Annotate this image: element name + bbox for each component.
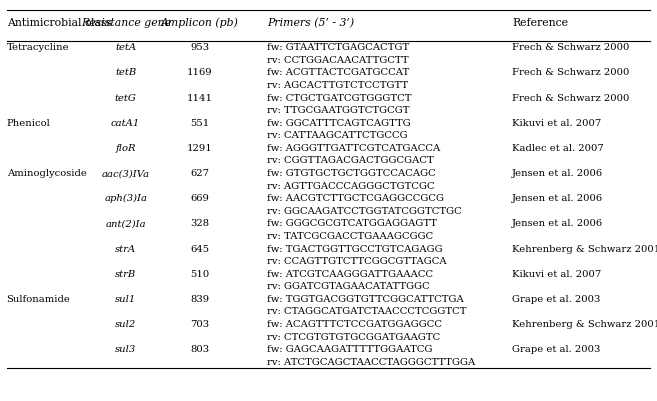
Text: Sulfonamide: Sulfonamide [7,295,70,304]
Text: Jensen et al. 2006: Jensen et al. 2006 [512,169,603,178]
Text: Primers (5’ - 3’): Primers (5’ - 3’) [267,18,355,28]
Text: fw: GGGCGCGTCATGGAGGAGTT: fw: GGGCGCGTCATGGAGGAGTT [267,219,438,228]
Text: rv: CCAGTTGTCTTCGGCGTTAGCA: rv: CCAGTTGTCTTCGGCGTTAGCA [267,257,447,266]
Text: rv: AGTTGACCCAGGGCTGTCGC: rv: AGTTGACCCAGGGCTGTCGC [267,182,435,190]
Text: Frech & Schwarz 2000: Frech & Schwarz 2000 [512,93,629,103]
Text: fw: ATCGTCAAGGGATTGAAACC: fw: ATCGTCAAGGGATTGAAACC [267,269,434,279]
Text: tetG: tetG [115,93,137,103]
Text: fw: ACAGTTTCTCCGATGGAGGCC: fw: ACAGTTTCTCCGATGGAGGCC [267,320,442,329]
Text: 1141: 1141 [187,93,213,103]
Text: sul3: sul3 [115,345,136,354]
Text: 669: 669 [191,194,209,203]
Text: Aminoglycoside: Aminoglycoside [7,169,87,178]
Text: ant(2)Ia: ant(2)Ia [105,219,146,228]
Text: 703: 703 [190,320,210,329]
Text: tetA: tetA [115,43,136,52]
Text: sul1: sul1 [115,295,136,304]
Text: rv: CTCGTGTGTGCGGATGAAGTC: rv: CTCGTGTGTGCGGATGAAGTC [267,332,441,342]
Text: Jensen et al. 2006: Jensen et al. 2006 [512,219,603,228]
Text: rv: GGCAAGATCCTGGTATCGGTCTGC: rv: GGCAAGATCCTGGTATCGGTCTGC [267,207,462,216]
Text: Jensen et al. 2006: Jensen et al. 2006 [512,194,603,203]
Text: rv: CGGTTAGACGACTGGCGACT: rv: CGGTTAGACGACTGGCGACT [267,156,434,166]
Text: 627: 627 [191,169,209,178]
Text: rv: AGCACTTGTCTCCTGTT: rv: AGCACTTGTCTCCTGTT [267,81,409,90]
Text: rv: GGATCGTAGAACATATTGGC: rv: GGATCGTAGAACATATTGGC [267,282,430,291]
Text: Phenicol: Phenicol [7,119,51,128]
Text: rv: CATTAAGCATTCTGCCG: rv: CATTAAGCATTCTGCCG [267,132,408,140]
Text: 328: 328 [190,219,210,228]
Text: floR: floR [116,144,136,153]
Text: fw: TGACTGGTTGCCTGTCAGAGG: fw: TGACTGGTTGCCTGTCAGAGG [267,245,443,253]
Text: Frech & Schwarz 2000: Frech & Schwarz 2000 [512,43,629,52]
Text: Kehrenberg & Schwarz 2001: Kehrenberg & Schwarz 2001 [512,320,657,329]
Text: Antimicrobial class: Antimicrobial class [7,18,112,28]
Text: fw: CTGCTGATCGTGGGTCT: fw: CTGCTGATCGTGGGTCT [267,93,412,103]
Text: Kikuvi et al. 2007: Kikuvi et al. 2007 [512,119,601,128]
Text: Reference: Reference [512,18,568,28]
Text: 645: 645 [190,245,210,253]
Text: Resistance gene: Resistance gene [81,18,171,28]
Text: 1169: 1169 [187,69,213,77]
Text: aph(3)Ia: aph(3)Ia [104,194,147,203]
Text: fw: TGGTGACGGTGTTCGGCATTCTGA: fw: TGGTGACGGTGTTCGGCATTCTGA [267,295,464,304]
Text: aac(3)IVa: aac(3)IVa [102,169,150,178]
Text: strA: strA [115,245,136,253]
Text: fw: AACGTCTTGCTCGAGGCCGCG: fw: AACGTCTTGCTCGAGGCCGCG [267,194,444,203]
Text: Tetracycline: Tetracycline [7,43,69,52]
Text: Grape et al. 2003: Grape et al. 2003 [512,295,600,304]
Text: 551: 551 [190,119,210,128]
Text: fw: AGGGTTGATTCGTCATGACCA: fw: AGGGTTGATTCGTCATGACCA [267,144,441,153]
Text: 1291: 1291 [187,144,213,153]
Text: Kikuvi et al. 2007: Kikuvi et al. 2007 [512,269,601,279]
Text: sul2: sul2 [115,320,136,329]
Text: fw: GTAATTCTGAGCACTGT: fw: GTAATTCTGAGCACTGT [267,43,409,52]
Text: Frech & Schwarz 2000: Frech & Schwarz 2000 [512,69,629,77]
Text: catA1: catA1 [111,119,141,128]
Text: Grape et al. 2003: Grape et al. 2003 [512,345,600,354]
Text: 803: 803 [190,345,210,354]
Text: strB: strB [115,269,136,279]
Text: Kehrenberg & Schwarz 2001: Kehrenberg & Schwarz 2001 [512,245,657,253]
Text: Amplicon (pb): Amplicon (pb) [161,18,238,28]
Text: rv: TTGCGAATGGTCTGCGT: rv: TTGCGAATGGTCTGCGT [267,106,410,115]
Text: rv: CTAGGCATGATCTAACCCTCGGTCT: rv: CTAGGCATGATCTAACCCTCGGTCT [267,308,467,316]
Text: Kadlec et al. 2007: Kadlec et al. 2007 [512,144,604,153]
Text: rv: CCTGGACAACATTGCTT: rv: CCTGGACAACATTGCTT [267,56,409,65]
Text: tetB: tetB [115,69,136,77]
Text: fw: GTGTGCTGCTGGTCCACAGC: fw: GTGTGCTGCTGGTCCACAGC [267,169,436,178]
Text: rv: ATCTGCAGCTAACCTAGGGCTTTGGA: rv: ATCTGCAGCTAACCTAGGGCTTTGGA [267,358,476,367]
Text: 510: 510 [190,269,210,279]
Text: fw: ACGTTACTCGATGCCAT: fw: ACGTTACTCGATGCCAT [267,69,409,77]
Text: rv: TATCGCGACCTGAAAGCGGC: rv: TATCGCGACCTGAAAGCGGC [267,232,434,241]
Text: fw: GAGCAAGATTTTTGGAATCG: fw: GAGCAAGATTTTTGGAATCG [267,345,433,354]
Text: fw: GGCATTTCAGTCAGTTG: fw: GGCATTTCAGTCAGTTG [267,119,411,128]
Text: 839: 839 [190,295,210,304]
Text: 953: 953 [190,43,210,52]
